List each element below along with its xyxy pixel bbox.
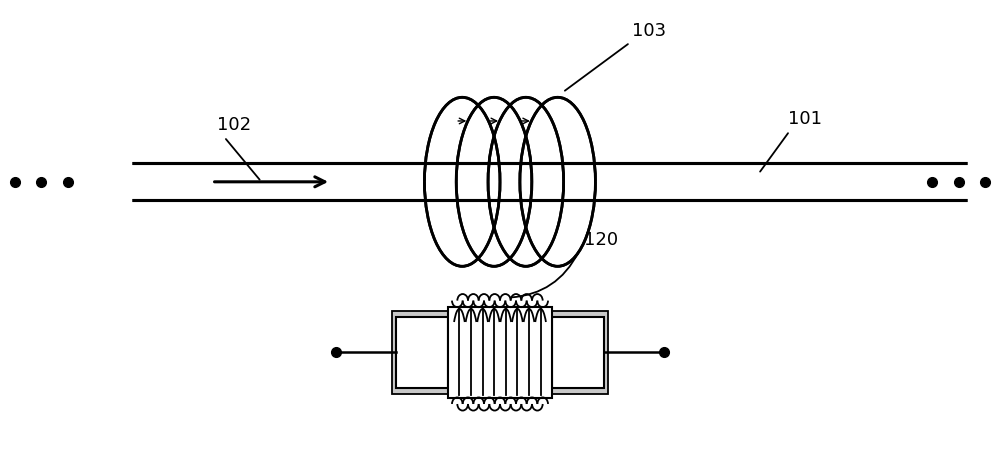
Text: 120: 120 xyxy=(584,231,619,249)
Text: 102: 102 xyxy=(217,116,260,180)
Bar xyxy=(448,307,552,398)
Bar xyxy=(392,311,608,394)
Bar xyxy=(396,316,448,388)
Text: 101: 101 xyxy=(760,110,822,172)
Bar xyxy=(552,316,604,388)
Text: 103: 103 xyxy=(565,22,666,91)
